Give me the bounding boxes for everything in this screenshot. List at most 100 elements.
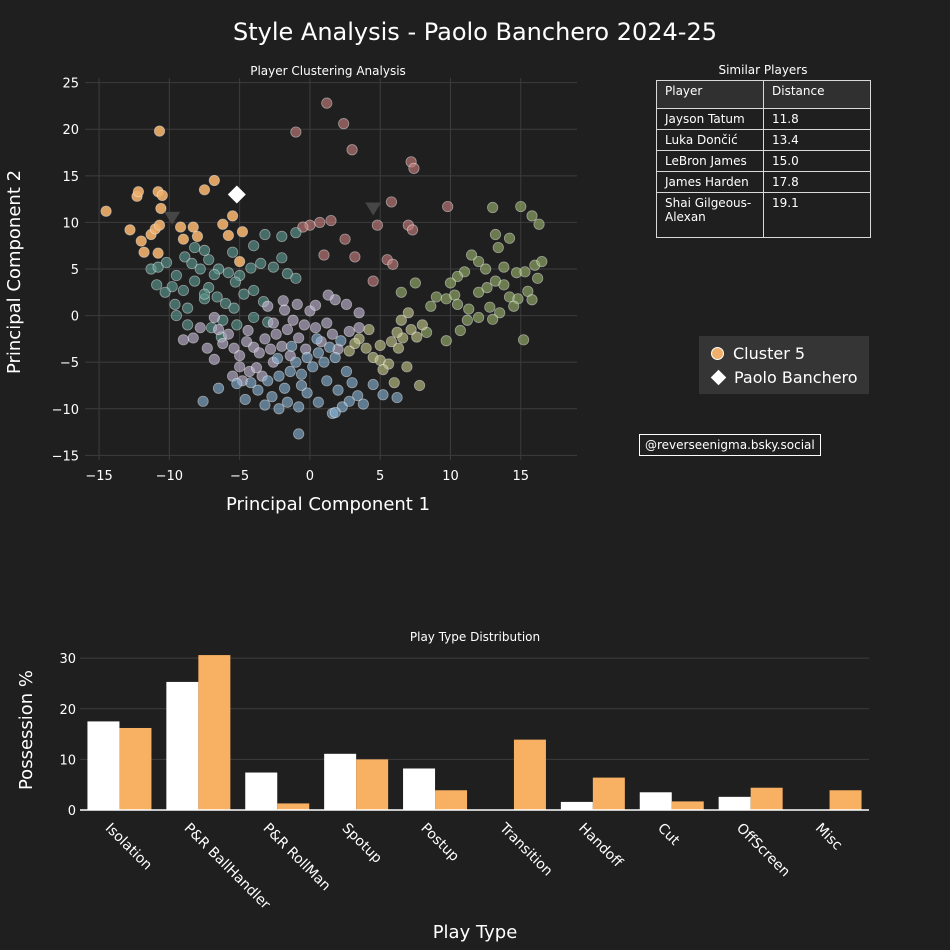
scatter-point bbox=[227, 246, 239, 258]
bar-category-label: Postup bbox=[417, 820, 462, 865]
scatter-point bbox=[293, 428, 305, 440]
x-tick-label: −15 bbox=[85, 469, 112, 484]
table-header-distance: Distance bbox=[763, 80, 871, 109]
scatter-point bbox=[166, 281, 178, 293]
scatter-point bbox=[340, 298, 353, 311]
scatter-point bbox=[229, 276, 242, 288]
scatter-point bbox=[301, 387, 313, 399]
scatter-point bbox=[135, 235, 147, 247]
scatter-point bbox=[124, 224, 136, 236]
scatter-point bbox=[287, 314, 299, 326]
scatter-point bbox=[189, 275, 201, 287]
legend-item-player[interactable]: Paolo Banchero bbox=[710, 366, 858, 388]
scatter-point bbox=[152, 261, 164, 273]
player-cell: James Harden bbox=[656, 171, 764, 193]
bar-rects bbox=[80, 655, 869, 811]
scatter-point bbox=[339, 233, 351, 245]
scatter-point bbox=[276, 230, 288, 242]
scatter-point bbox=[409, 277, 421, 289]
scatter-point bbox=[517, 334, 530, 346]
scatter-point bbox=[228, 342, 240, 354]
y-tick-label: 15 bbox=[62, 170, 79, 185]
bar-player bbox=[435, 790, 468, 810]
scatter-ylabel: Principal Component 2 bbox=[4, 170, 25, 374]
scatter-point bbox=[290, 227, 302, 239]
scatter-point bbox=[248, 311, 260, 324]
scatter-point bbox=[273, 403, 285, 415]
scatter-point bbox=[463, 303, 475, 315]
table-row: James Harden 17.8 bbox=[656, 171, 871, 193]
scatter-point bbox=[408, 162, 420, 174]
y-tick-label: 5 bbox=[71, 263, 79, 278]
scatter-point bbox=[208, 353, 220, 365]
scatter-point bbox=[461, 314, 473, 326]
bar-league bbox=[718, 796, 751, 810]
scatter-point bbox=[211, 291, 223, 303]
y-tick-label: −15 bbox=[52, 449, 79, 464]
scatter-point bbox=[276, 252, 288, 264]
legend-label: Paolo Banchero bbox=[734, 367, 858, 387]
scatter-point bbox=[388, 377, 400, 389]
scatter-point bbox=[286, 340, 298, 352]
scatter-point bbox=[343, 395, 355, 407]
bar-league bbox=[560, 801, 593, 810]
player-cell: Shai Gilgeous-Alexan bbox=[656, 192, 764, 238]
scatter-point bbox=[151, 279, 163, 291]
scatter-point bbox=[413, 379, 426, 392]
table-row: Jayson Tatum 11.8 bbox=[656, 108, 871, 130]
scatter-point bbox=[270, 328, 282, 340]
scatter-point bbox=[349, 337, 361, 350]
scatter-point bbox=[312, 396, 324, 408]
table-row: LeBron James 15.0 bbox=[656, 150, 871, 172]
scatter-point bbox=[231, 319, 243, 331]
bar-player bbox=[592, 777, 625, 810]
scatter-point bbox=[177, 284, 189, 297]
scatter-point bbox=[336, 401, 348, 413]
scatter-point bbox=[480, 263, 492, 275]
scatter-point bbox=[236, 226, 249, 238]
scatter-point bbox=[326, 328, 339, 340]
scatter-point bbox=[321, 97, 333, 109]
scatter-point bbox=[227, 210, 239, 222]
scatter-point bbox=[245, 377, 257, 389]
bar-category-label: Transition bbox=[496, 820, 556, 880]
player-cell: LeBron James bbox=[656, 150, 764, 172]
scatter-point bbox=[222, 229, 234, 242]
scatter-point bbox=[277, 295, 289, 307]
scatter-point bbox=[295, 368, 308, 380]
x-tick-label: −5 bbox=[230, 469, 249, 484]
scatter-point bbox=[169, 298, 181, 311]
scatter-point bbox=[222, 267, 234, 279]
bar-category-label: P&R BallHandler bbox=[181, 820, 274, 913]
scatter-point bbox=[401, 361, 413, 373]
bar-subtitle: Play Type Distribution bbox=[410, 630, 540, 644]
scatter-point bbox=[297, 221, 309, 233]
scatter-point bbox=[374, 339, 386, 351]
x-tick-label: 15 bbox=[512, 469, 529, 484]
scatter-point bbox=[234, 255, 246, 268]
scatter-point bbox=[262, 375, 274, 387]
bar-y-tick-label: 30 bbox=[59, 652, 76, 667]
bar-category-label: Cut bbox=[654, 820, 683, 849]
scatter-point bbox=[318, 249, 330, 261]
scatter-point bbox=[271, 352, 284, 365]
scatter-point bbox=[346, 144, 358, 156]
scatter-point bbox=[353, 322, 365, 334]
table-row: Luka Dončić 13.4 bbox=[656, 129, 871, 151]
bar-player bbox=[513, 739, 546, 810]
scatter-point bbox=[325, 214, 337, 227]
scatter-point bbox=[245, 262, 257, 274]
scatter-point bbox=[440, 335, 452, 347]
scatter-point bbox=[329, 406, 341, 419]
scatter-point bbox=[307, 361, 319, 373]
legend-item-cluster[interactable]: Cluster 5 bbox=[711, 342, 805, 364]
scatter-point bbox=[489, 228, 502, 241]
scatter-point bbox=[248, 240, 260, 252]
scatter-point bbox=[239, 393, 251, 406]
scatter-point bbox=[487, 313, 499, 325]
scatter-point bbox=[273, 370, 285, 382]
scatter-point bbox=[343, 325, 355, 338]
distance-cell: 15.0 bbox=[763, 150, 871, 172]
scatter-point bbox=[323, 341, 336, 353]
scatter-point bbox=[187, 221, 199, 233]
